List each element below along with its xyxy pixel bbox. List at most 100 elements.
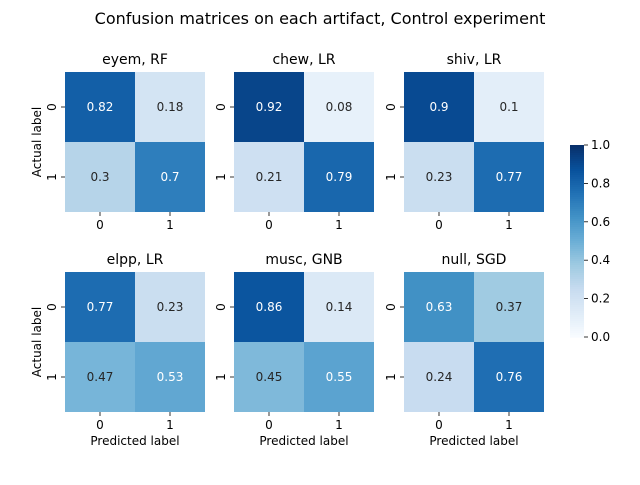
colorbar-gradient-band: [570, 335, 584, 338]
colorbar-gradient-band: [570, 227, 584, 230]
colorbar-gradient-band: [570, 265, 584, 268]
x-tick-label: 0: [435, 418, 443, 432]
heatmap-cell: [304, 272, 374, 342]
cell-value-label: 0.92: [256, 100, 283, 114]
x-axis-label: Predicted label: [429, 434, 518, 448]
colorbar-gradient-band: [570, 281, 584, 284]
heatmap-cell: [65, 342, 135, 412]
heatmap-cell: [234, 142, 304, 212]
colorbar-gradient-band: [570, 287, 584, 290]
cell-value-label: 0.86: [256, 300, 283, 314]
matrix-4: musc, GNB 0.86 0.14 0.45 0.55 0 1 0 1 Predicted l…: [214, 252, 374, 448]
colorbar-gradient-band: [570, 233, 584, 236]
colorbar-gradient-band: [570, 211, 584, 214]
colorbar-gradient-band: [570, 271, 584, 274]
heatmap-cell: [474, 142, 544, 212]
colorbar-gradient-band: [570, 247, 584, 250]
cell-value-label: 0.37: [496, 300, 523, 314]
colorbar-gradient-band: [570, 255, 584, 258]
colorbar-gradient-band: [570, 277, 584, 280]
heatmap-cell: [135, 142, 205, 212]
colorbar-gradient-band: [570, 231, 584, 234]
heatmap-cell: [474, 342, 544, 412]
colorbar-gradient-band: [570, 219, 584, 222]
x-tick-label: 1: [505, 418, 513, 432]
heatmap-cell: [404, 272, 474, 342]
colorbar-gradient-band: [570, 241, 584, 244]
colorbar-gradient-band: [570, 207, 584, 210]
colorbar-gradient-band: [570, 243, 584, 246]
colorbar-tick-label: 0.8: [591, 176, 610, 190]
colorbar-gradient-band: [570, 209, 584, 212]
colorbar-gradient-band: [570, 167, 584, 170]
colorbar-gradient-band: [570, 151, 584, 154]
x-axis-label: Predicted label: [90, 434, 179, 448]
y-tick-label: 0: [45, 303, 59, 311]
colorbar-gradient-band: [570, 291, 584, 294]
y-tick-label: 1: [45, 373, 59, 381]
cell-value-label: 0.77: [87, 300, 114, 314]
matrix-1: chew, LR 0.92 0.08 0.21 0.79 0 1 0 1: [214, 52, 374, 232]
colorbar-gradient-band: [570, 179, 584, 182]
matrix-title: chew, LR: [272, 52, 335, 68]
colorbar-tick-label: 0.2: [591, 292, 610, 306]
colorbar-gradient-band: [570, 185, 584, 188]
cell-value-label: 0.47: [87, 370, 114, 384]
matrix-3: elpp, LR 0.77 0.23 0.47 0.53 0 1 0 1 Predicted la…: [30, 252, 205, 448]
colorbar-gradient-band: [570, 283, 584, 286]
cell-value-label: 0.24: [426, 370, 453, 384]
x-tick-label: 1: [505, 218, 513, 232]
y-axis-label: Actual label: [30, 307, 44, 377]
x-tick-label: 0: [435, 218, 443, 232]
x-tick-label: 0: [96, 218, 104, 232]
colorbar-gradient-band: [570, 195, 584, 198]
x-tick-label: 1: [166, 418, 174, 432]
colorbar-gradient-band: [570, 313, 584, 316]
cell-value-label: 0.53: [157, 370, 184, 384]
cell-value-label: 0.45: [256, 370, 283, 384]
colorbar-gradient-band: [570, 149, 584, 152]
colorbar-gradient-band: [570, 269, 584, 272]
colorbar-gradient-band: [570, 331, 584, 334]
matrix-title: musc, GNB: [265, 252, 342, 268]
colorbar-gradient-band: [570, 275, 584, 278]
cell-value-label: 0.63: [426, 300, 453, 314]
y-tick-label: 0: [384, 103, 398, 111]
colorbar-gradient-band: [570, 245, 584, 248]
colorbar-gradient-band: [570, 293, 584, 296]
colorbar-gradient-band: [570, 203, 584, 206]
colorbar-gradient-band: [570, 329, 584, 332]
y-tick-label: 0: [384, 303, 398, 311]
heatmap-cell: [135, 72, 205, 142]
heatmap-cell: [234, 272, 304, 342]
colorbar-tick-label: 0.0: [591, 330, 610, 344]
y-axis-label: Actual label: [30, 107, 44, 177]
colorbar-gradient-band: [570, 273, 584, 276]
colorbar-gradient-band: [570, 237, 584, 240]
colorbar-tick-label: 1.0: [591, 138, 610, 152]
x-tick-label: 0: [265, 218, 273, 232]
colorbar-gradient-band: [570, 165, 584, 168]
heatmap-cell: [234, 342, 304, 412]
colorbar: 0.0 0.2 0.4 0.6 0.8 1.0: [570, 138, 610, 344]
colorbar-gradient-band: [570, 173, 584, 176]
colorbar-gradient-band: [570, 157, 584, 160]
cell-value-label: 0.14: [326, 300, 353, 314]
colorbar-gradient-band: [570, 161, 584, 164]
matrix-title: elpp, LR: [107, 252, 164, 268]
colorbar-gradient-band: [570, 325, 584, 328]
cell-value-label: 0.77: [496, 170, 523, 184]
matrix-2: shiv, LR 0.9 0.1 0.23 0.77 0 1 0 1: [384, 52, 544, 232]
figure-title: Confusion matrices on each artifact, Con…: [95, 9, 546, 28]
colorbar-gradient-band: [570, 263, 584, 266]
colorbar-tick-label: 0.4: [591, 253, 610, 267]
colorbar-gradient-band: [570, 327, 584, 330]
heatmap-cell: [65, 142, 135, 212]
colorbar-gradient-band: [570, 153, 584, 156]
heatmap-cell: [304, 142, 374, 212]
heatmap-cell: [234, 72, 304, 142]
heatmap-cell: [65, 272, 135, 342]
colorbar-gradient-band: [570, 177, 584, 180]
heatmap-cell: [65, 72, 135, 142]
